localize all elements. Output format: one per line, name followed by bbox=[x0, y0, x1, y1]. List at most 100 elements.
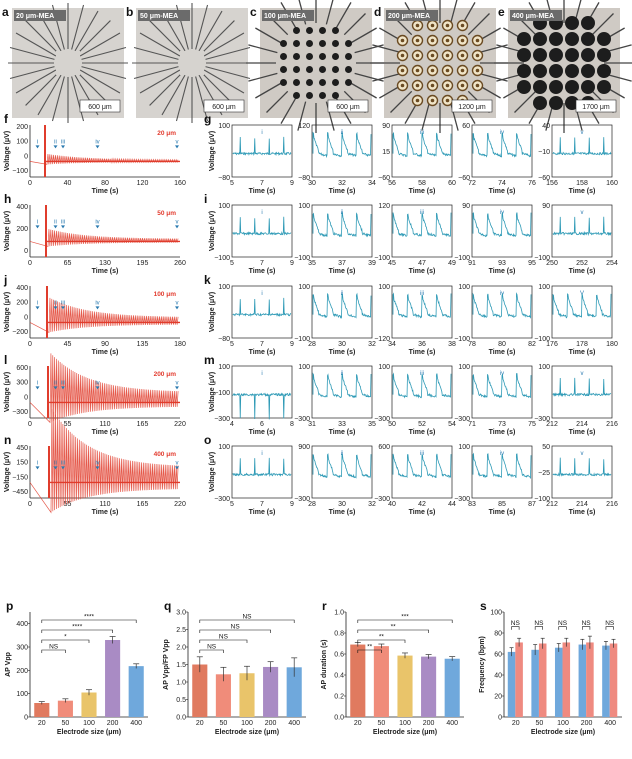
x-axis-label: Time (s) bbox=[329, 188, 356, 195]
x-tick: 160 bbox=[174, 180, 186, 187]
y-tick: 20 bbox=[494, 694, 502, 701]
y-tick: 1.0 bbox=[334, 610, 344, 617]
electrode-trace bbox=[201, 20, 235, 54]
electrode-core bbox=[430, 68, 435, 73]
significance-bracket bbox=[582, 626, 591, 630]
x-tick: 36 bbox=[418, 341, 426, 348]
waveform bbox=[472, 132, 532, 158]
y-tick: 40 bbox=[494, 673, 502, 680]
electrode bbox=[332, 53, 339, 60]
panel-letter: n bbox=[4, 433, 11, 447]
x-tick: 200 bbox=[581, 720, 593, 727]
electrode bbox=[293, 27, 300, 34]
zoom-roman-label: iv bbox=[500, 451, 504, 457]
x-tick: 75 bbox=[528, 421, 536, 428]
x-tick: 32 bbox=[338, 180, 346, 187]
x-tick: 47 bbox=[418, 260, 426, 267]
title-box bbox=[510, 10, 562, 21]
electrode-core bbox=[445, 68, 450, 73]
marker-label: iv bbox=[95, 219, 99, 225]
marker-label: iii bbox=[61, 380, 65, 386]
x-tick: 0 bbox=[28, 260, 32, 267]
scale-label: 1700 μm bbox=[582, 104, 610, 111]
x-tick: 83 bbox=[468, 501, 476, 508]
y-tick: 2.0 bbox=[176, 645, 186, 652]
marker-arrow bbox=[35, 466, 40, 470]
title-box bbox=[138, 10, 190, 21]
x-tick: 400 bbox=[604, 720, 616, 727]
electrode bbox=[565, 64, 579, 78]
marker-label: ii bbox=[54, 380, 57, 386]
waveform bbox=[472, 292, 532, 319]
x-tick: 195 bbox=[137, 260, 149, 267]
x-tick: 214 bbox=[576, 501, 588, 508]
electrode bbox=[306, 92, 313, 99]
panel-letter: m bbox=[204, 353, 215, 367]
electrode-trace bbox=[248, 44, 278, 54]
electrode-trace bbox=[467, 13, 490, 36]
electrode bbox=[581, 64, 595, 78]
panel-letter: d bbox=[374, 5, 381, 19]
bar bbox=[578, 644, 587, 717]
y-tick: 0.0 bbox=[176, 715, 186, 722]
y-tick: −80 bbox=[298, 175, 310, 182]
electrode bbox=[280, 79, 287, 86]
x-tick: 8 bbox=[290, 421, 294, 428]
bar bbox=[286, 667, 302, 717]
y-tick: 50 bbox=[542, 444, 550, 451]
electrode bbox=[517, 80, 531, 94]
electrode-core bbox=[400, 53, 405, 58]
bar bbox=[192, 664, 208, 717]
y-tick: −100 bbox=[374, 255, 390, 262]
x-tick: 200 bbox=[265, 720, 277, 727]
x-tick: 73 bbox=[498, 421, 506, 428]
electrode-size-tag: 400 μm bbox=[154, 451, 177, 458]
scale-box bbox=[203, 99, 245, 113]
waveform bbox=[552, 377, 612, 398]
y-tick: 450 bbox=[16, 445, 28, 452]
x-tick: 30 bbox=[338, 341, 346, 348]
stimulus-artifact bbox=[45, 205, 47, 257]
stimulus-artifact bbox=[44, 125, 46, 177]
x-tick: 130 bbox=[99, 260, 111, 267]
x-tick: 95 bbox=[528, 260, 536, 267]
y-axis-label: Voltage (μV) bbox=[4, 292, 11, 332]
electrode-trace bbox=[149, 20, 183, 54]
y-axis-label: Voltage (μV) bbox=[209, 372, 216, 412]
bar bbox=[609, 643, 618, 717]
x-tick: 7 bbox=[260, 260, 264, 267]
electrode-trace bbox=[591, 13, 614, 36]
marker-label: iv bbox=[95, 300, 99, 306]
y-tick: 120 bbox=[378, 203, 390, 210]
bar bbox=[507, 651, 516, 717]
zoom-frame bbox=[551, 365, 613, 419]
scale-label: 600 μm bbox=[336, 104, 360, 111]
x-axis-label: Time (s) bbox=[409, 429, 436, 436]
x-tick: 20 bbox=[38, 720, 46, 727]
y-tick: −100 bbox=[294, 336, 310, 343]
y-tick: 400 bbox=[16, 285, 28, 292]
bar bbox=[34, 703, 50, 717]
electrode bbox=[280, 66, 287, 73]
x-tick: 176 bbox=[546, 341, 558, 348]
x-axis-label: Time (s) bbox=[329, 268, 356, 275]
marker-arrow bbox=[61, 225, 65, 229]
y-axis-label: Voltage (μV) bbox=[4, 211, 11, 251]
x-tick: 91 bbox=[468, 260, 476, 267]
y-tick: 0.6 bbox=[334, 652, 344, 659]
x-axis-label: Time (s) bbox=[249, 429, 276, 436]
x-axis-label: Time (s) bbox=[569, 509, 596, 516]
waveform bbox=[392, 131, 452, 158]
y-tick: 40 bbox=[542, 123, 550, 130]
electrode-core bbox=[400, 83, 405, 88]
y-tick: −100 bbox=[534, 255, 550, 262]
electrode-core bbox=[415, 83, 420, 88]
zoom-frame bbox=[311, 285, 373, 339]
x-tick: 93 bbox=[498, 260, 506, 267]
